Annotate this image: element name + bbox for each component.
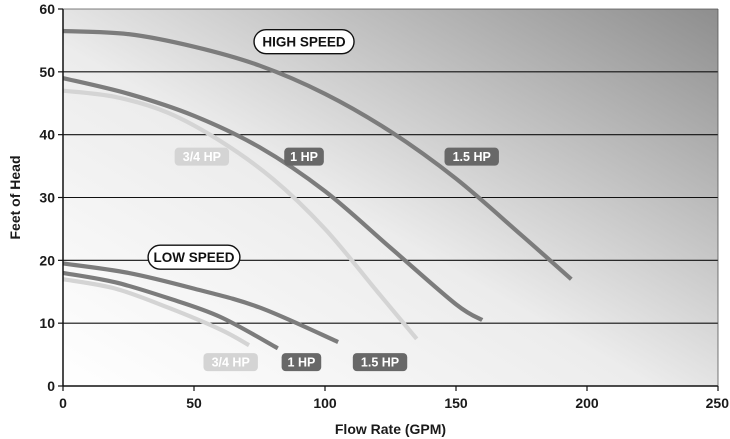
hp-label-box: [281, 353, 322, 372]
axes: 0 10 20 30 40 50 60 0 50 100 150 200 250: [39, 1, 729, 411]
y-tick-label: 0: [47, 378, 55, 394]
hp-label-box: [284, 147, 324, 166]
x-tick-label: 200: [575, 395, 599, 411]
x-tick-label: 0: [59, 395, 67, 411]
hp-label-box: [352, 353, 408, 372]
annotations: HIGH SPEED LOW SPEED 3/4 HP 1 HP 1.5 HP 3/4 H…: [147, 28, 499, 372]
series-curves: [62, 28, 573, 351]
y-tick-label: 30: [39, 190, 55, 206]
x-tick-label: 100: [313, 395, 337, 411]
hp-label: 3/4 HP: [183, 150, 221, 164]
hp-label-box: [174, 147, 230, 166]
hp-label-box: [203, 353, 258, 372]
y-axis-label: Feet of Head: [7, 155, 23, 239]
x-axis-label: Flow Rate (GPM): [335, 421, 446, 437]
low-speed-label-box: [147, 244, 241, 270]
series-line: [62, 76, 484, 322]
series-line: [62, 261, 339, 344]
x-tick-label: 50: [186, 395, 202, 411]
y-tick-label: 20: [39, 252, 55, 268]
x-tick-label: 250: [706, 395, 730, 411]
hp-label-box: [444, 147, 499, 166]
hp-label: 1 HP: [288, 356, 316, 370]
hp-label: 1.5 HP: [361, 356, 399, 370]
low-speed-label: LOW SPEED: [153, 250, 234, 265]
y-tick-label: 40: [39, 127, 55, 143]
y-tick-label: 10: [39, 315, 55, 331]
series-line: [62, 28, 573, 281]
x-tick-label: 150: [444, 395, 468, 411]
y-tick-label: 60: [39, 1, 55, 17]
hp-label: 3/4 HP: [212, 356, 250, 370]
high-speed-label: HIGH SPEED: [262, 35, 346, 50]
y-tick-label: 50: [39, 64, 55, 80]
series-line: [62, 88, 419, 341]
series-line: [62, 277, 251, 348]
hp-label: 1.5 HP: [453, 150, 491, 164]
hp-label: 1 HP: [290, 150, 318, 164]
high-speed-label-box: [253, 28, 355, 55]
series-line: [62, 270, 279, 351]
